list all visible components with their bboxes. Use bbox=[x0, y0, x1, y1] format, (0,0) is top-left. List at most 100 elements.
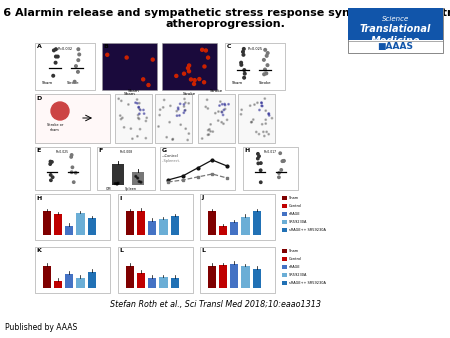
Circle shape bbox=[142, 78, 144, 81]
Circle shape bbox=[54, 55, 57, 58]
Circle shape bbox=[212, 131, 214, 132]
Text: Stroke: Stroke bbox=[183, 92, 196, 96]
Circle shape bbox=[51, 102, 69, 120]
Circle shape bbox=[260, 169, 262, 171]
Circle shape bbox=[75, 172, 77, 174]
Circle shape bbox=[254, 104, 255, 105]
Circle shape bbox=[207, 129, 209, 131]
Circle shape bbox=[188, 70, 190, 73]
Circle shape bbox=[137, 136, 138, 137]
Text: SR59230A: SR59230A bbox=[289, 220, 307, 224]
Bar bbox=[115, 94, 152, 143]
Circle shape bbox=[217, 120, 219, 121]
Text: Sham: Sham bbox=[289, 249, 299, 253]
Text: Stefan Roth et al., Sci Transl Med 2018;10:eaao1313: Stefan Roth et al., Sci Transl Med 2018;… bbox=[110, 300, 321, 309]
Text: P=0.025: P=0.025 bbox=[248, 47, 262, 51]
Circle shape bbox=[53, 49, 55, 52]
Text: L: L bbox=[202, 248, 206, 254]
Circle shape bbox=[139, 108, 140, 110]
Text: ■AAAS: ■AAAS bbox=[378, 43, 414, 51]
Bar bbox=[252, 269, 261, 288]
Circle shape bbox=[243, 69, 246, 71]
Text: Fig. 6 Alarmin release and sympathetic stress response synergize in poststroke: Fig. 6 Alarmin release and sympathetic s… bbox=[0, 8, 450, 18]
Circle shape bbox=[159, 109, 161, 111]
Text: I: I bbox=[120, 195, 122, 200]
Circle shape bbox=[258, 155, 260, 158]
Bar bbox=[148, 278, 157, 288]
Circle shape bbox=[251, 122, 252, 123]
Circle shape bbox=[203, 65, 206, 68]
Circle shape bbox=[140, 109, 141, 111]
Bar bbox=[219, 226, 227, 235]
Circle shape bbox=[138, 180, 140, 183]
Circle shape bbox=[71, 154, 73, 156]
Circle shape bbox=[256, 158, 259, 160]
Circle shape bbox=[265, 123, 266, 124]
Circle shape bbox=[264, 98, 266, 99]
Bar bbox=[282, 265, 287, 269]
Bar bbox=[243, 147, 298, 190]
Circle shape bbox=[151, 58, 154, 61]
Circle shape bbox=[186, 67, 189, 70]
Circle shape bbox=[243, 48, 245, 50]
Text: CM: CM bbox=[106, 187, 112, 191]
Circle shape bbox=[249, 105, 251, 106]
Circle shape bbox=[222, 114, 224, 116]
Text: E: E bbox=[36, 148, 41, 153]
Circle shape bbox=[175, 74, 178, 77]
Circle shape bbox=[137, 103, 138, 104]
Text: C: C bbox=[226, 45, 231, 49]
Circle shape bbox=[283, 160, 285, 162]
Circle shape bbox=[202, 81, 206, 84]
Bar bbox=[200, 247, 275, 293]
Circle shape bbox=[201, 48, 204, 51]
Text: K: K bbox=[36, 248, 41, 254]
Bar bbox=[155, 94, 192, 143]
Circle shape bbox=[135, 175, 137, 177]
Circle shape bbox=[75, 65, 77, 67]
Circle shape bbox=[260, 162, 262, 164]
Circle shape bbox=[135, 102, 136, 103]
Circle shape bbox=[172, 138, 174, 140]
Circle shape bbox=[221, 112, 223, 113]
Circle shape bbox=[268, 113, 269, 115]
Text: D: D bbox=[36, 96, 42, 100]
Circle shape bbox=[73, 80, 76, 83]
Circle shape bbox=[176, 115, 178, 116]
Circle shape bbox=[264, 135, 265, 137]
Bar bbox=[282, 228, 287, 232]
Bar bbox=[162, 43, 217, 90]
Circle shape bbox=[209, 128, 210, 130]
Bar bbox=[282, 273, 287, 277]
Bar bbox=[282, 204, 287, 208]
Circle shape bbox=[184, 102, 186, 103]
Circle shape bbox=[54, 62, 57, 64]
Text: H: H bbox=[36, 195, 42, 200]
Circle shape bbox=[260, 181, 262, 184]
Circle shape bbox=[52, 74, 54, 77]
Circle shape bbox=[183, 106, 184, 107]
Circle shape bbox=[207, 108, 209, 109]
Bar bbox=[126, 211, 134, 235]
Circle shape bbox=[183, 104, 184, 105]
Bar bbox=[87, 218, 96, 235]
Circle shape bbox=[228, 103, 229, 105]
Bar bbox=[148, 220, 157, 235]
Circle shape bbox=[220, 101, 221, 102]
Circle shape bbox=[256, 153, 259, 155]
Text: --Splenect.: --Splenect. bbox=[162, 159, 181, 163]
Circle shape bbox=[193, 79, 196, 82]
Text: F: F bbox=[99, 148, 103, 153]
Text: Sham: Sham bbox=[41, 81, 53, 85]
Circle shape bbox=[224, 103, 225, 105]
Circle shape bbox=[118, 98, 119, 99]
Circle shape bbox=[266, 64, 269, 67]
Circle shape bbox=[140, 181, 142, 183]
Bar bbox=[282, 257, 287, 261]
Circle shape bbox=[265, 119, 266, 120]
Circle shape bbox=[188, 64, 191, 67]
Bar bbox=[230, 264, 239, 288]
Text: Control: Control bbox=[289, 257, 302, 261]
Text: SR59230A: SR59230A bbox=[289, 273, 307, 277]
Bar bbox=[76, 213, 85, 235]
